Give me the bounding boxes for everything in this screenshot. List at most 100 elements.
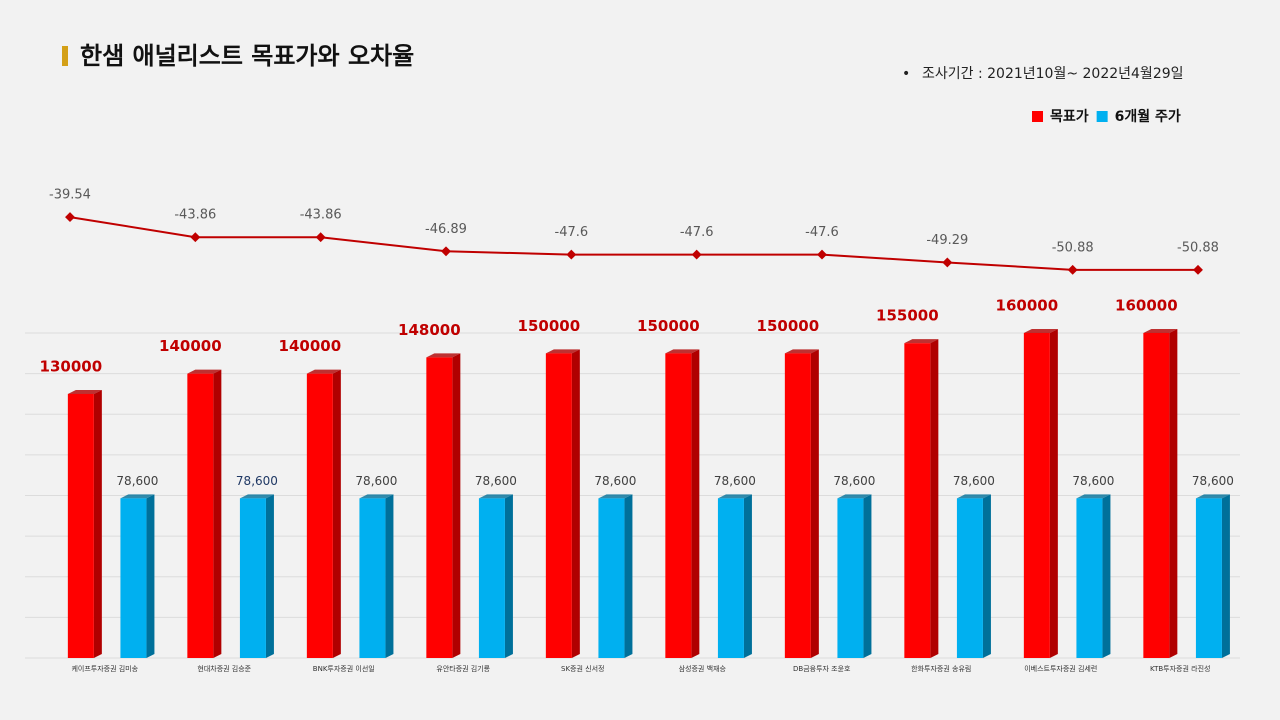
x-tick-label: 케이프투자증권 김미송 [71,664,138,673]
chart-title: 한샘 애널리스트 목표가와 오차율 [80,42,414,70]
bar [67,389,102,658]
bar-face [665,349,700,354]
bar-face [426,357,453,658]
data-label: 160000 [1115,297,1178,315]
data-label: 160000 [996,297,1059,315]
bar-face [930,339,939,658]
bar-face [239,494,274,499]
data-label: -47.6 [555,225,589,240]
bar-face [717,494,752,499]
data-label: 148000 [398,321,461,339]
bar [187,369,222,658]
bar-face [504,494,513,658]
x-tick-label: 한화투자증권 송유림 [911,664,971,673]
legend-swatch [1032,111,1043,122]
bar-face [837,498,864,658]
bar-face [863,494,872,658]
bar [426,353,461,658]
data-label: 150000 [757,317,820,335]
bar-face [1195,494,1230,499]
data-label: 78,600 [116,474,158,488]
x-tick-label: KTB투자증권 라진성 [1150,664,1210,673]
bar-face [359,494,394,499]
data-label: 130000 [40,357,103,375]
bar [956,494,991,658]
bar-face [239,498,266,658]
bar [1143,329,1178,658]
bar-face [1049,329,1058,658]
bar-face [1195,498,1222,658]
bar-face [478,498,505,658]
data-label: -49.29 [926,233,968,248]
bar [120,494,155,658]
bar-face [385,494,394,658]
bar-face [545,353,572,658]
bar-face [1221,494,1230,658]
bar [1023,329,1058,658]
data-label: -46.89 [425,222,467,237]
data-label: 78,600 [475,474,517,488]
bar-face [187,373,214,658]
line-marker [1193,264,1203,275]
data-label: 150000 [637,317,700,335]
bar-face [904,339,939,344]
x-tick-label: 삼성증권 백재승 [679,664,727,673]
legend-swatch [1096,111,1108,122]
bar-face [146,494,155,658]
bar [784,349,819,658]
bar-face [306,369,341,374]
x-tick-label: 현대차증권 김승준 [197,664,251,673]
bar-face [982,494,991,658]
bar-face [598,494,633,499]
bar [359,494,394,658]
bar-face [213,369,222,658]
bar [1195,494,1230,658]
legend-label: 목표가 [1050,109,1089,125]
data-label: -43.86 [174,208,216,223]
data-label: -47.6 [680,225,714,240]
bar [837,494,872,658]
data-label: 155000 [876,307,939,325]
bar-face [691,349,700,658]
bar-face [624,494,633,658]
bar-face [717,498,744,658]
bar-face [452,353,461,658]
legend-label: 6개월 주가 [1115,108,1181,125]
title-marker [62,46,68,66]
bar-face [120,498,147,658]
x-tick-label: BNK투자증권 이선일 [313,664,375,673]
bar-face [1023,329,1058,333]
line-marker [65,212,75,223]
bar-face [93,389,102,658]
bar-face [743,494,752,658]
x-tick-label: 유안타증권 김기룡 [436,664,490,673]
bar-face [545,349,580,354]
bar-face [187,369,222,374]
bar [545,349,580,658]
data-label: 78,600 [1072,474,1114,488]
bar [239,494,274,658]
line-marker [942,257,953,268]
bar-face [1023,333,1050,658]
data-label: 150000 [518,317,581,335]
line-marker [441,246,451,257]
subtitle: 조사기간 : 2021년10월~ 2022년4월29일 [922,66,1184,82]
line-marker [566,249,577,260]
bar-face [426,353,461,358]
bar-face [120,494,155,499]
bar [598,494,633,658]
bar-face [1143,329,1178,333]
error-line [69,216,1198,271]
bar-face [359,498,386,658]
bar-face [306,373,333,658]
bar [717,494,752,658]
bar-face [265,494,274,658]
bar-face [784,353,811,658]
bar-face [665,353,692,658]
bar-face [956,494,991,499]
bar-face [67,389,102,394]
bar-face [904,343,931,658]
line-marker [190,232,201,243]
data-label: -50.88 [1177,240,1219,255]
